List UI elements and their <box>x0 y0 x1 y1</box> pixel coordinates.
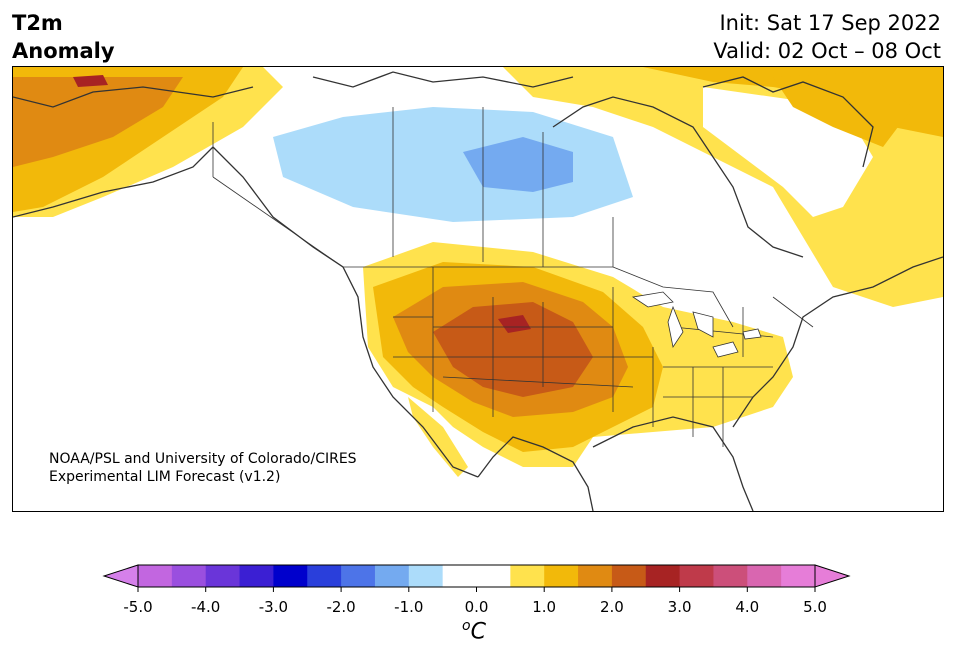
colorbar-under-arrow <box>102 564 139 588</box>
great-lakes <box>631 291 762 358</box>
alaska-red-spot <box>73 75 108 87</box>
colorbar-segment <box>442 565 477 587</box>
forecast-dates: Init: Sat 17 Sep 2022 Valid: 02 Oct – 08… <box>713 9 941 65</box>
colorbar-segment <box>510 565 545 587</box>
colorbar-tick-label: -5.0 <box>123 598 153 616</box>
colorbar-over-arrow <box>814 564 851 588</box>
colorbar-segment <box>781 565 816 587</box>
colorbar-segment <box>341 565 376 587</box>
colorbar-segment <box>679 565 714 587</box>
title-line-1: T2m <box>12 11 63 35</box>
colorbar-tick-label: 4.0 <box>735 598 760 616</box>
title-line-2: Anomaly <box>12 39 115 63</box>
colorbar-segment <box>713 565 748 587</box>
colorbar-unit: oC <box>462 618 486 644</box>
unit-superscript: o <box>462 618 471 634</box>
canada-blue-region <box>463 137 573 192</box>
colorbar-segment <box>408 565 444 587</box>
colorbar-segment <box>205 565 241 587</box>
colorbar-tick-label: -3.0 <box>258 598 289 616</box>
colorbar-tick-label: 2.0 <box>599 598 624 616</box>
colorbar-segment <box>611 565 647 587</box>
us-dark-orange-region <box>433 302 593 397</box>
colorbar-graphic <box>102 564 851 592</box>
credit-line-1: NOAA/PSL and University of Colorado/CIRE… <box>49 451 357 467</box>
colorbar-tick-label: -2.0 <box>326 598 356 616</box>
valid-range: Valid: 02 Oct – 08 Oct <box>713 39 941 63</box>
map-panel <box>12 66 944 512</box>
credit-line-2: Experimental LIM Forecast (v1.2) <box>49 469 281 485</box>
baja-yellow-region <box>408 397 468 477</box>
colorbar-segment <box>578 565 613 587</box>
unit-letter: C <box>470 619 486 645</box>
alaska-orange-region <box>13 77 183 167</box>
political-borders <box>212 107 814 447</box>
colorbar-tick-label: 1.0 <box>532 598 557 616</box>
colorbar-segment <box>476 565 511 587</box>
anomaly-map <box>13 67 943 511</box>
us-red-spot <box>498 315 531 333</box>
init-date: Init: Sat 17 Sep 2022 <box>719 11 941 35</box>
colorbar-segment <box>544 565 579 587</box>
coastlines <box>13 71 943 511</box>
map-title: T2m Anomaly <box>12 9 115 65</box>
credit-text: NOAA/PSL and University of Colorado/CIRE… <box>49 450 357 486</box>
greenland-gold <box>773 72 913 147</box>
colorbar-tick-label: 0.0 <box>464 598 489 616</box>
colorbar-segment <box>374 565 410 587</box>
canada-light-blue-region <box>273 107 633 222</box>
colorbar-tick-label: 5.0 <box>803 598 827 616</box>
colorbar-segment <box>307 565 342 587</box>
colorbar-segment <box>747 565 782 587</box>
colorbar-tick-label: -1.0 <box>394 598 424 616</box>
colorbar-tick-label: -4.0 <box>191 598 221 616</box>
colorbar-segment <box>171 565 207 587</box>
colorbar-segment <box>645 565 681 587</box>
colorbar-segment <box>138 565 173 587</box>
colorbar-segment <box>239 565 274 587</box>
colorbar <box>0 560 953 650</box>
colorbar-tick-label: 3.0 <box>667 598 692 616</box>
colorbar-segment <box>273 565 308 587</box>
